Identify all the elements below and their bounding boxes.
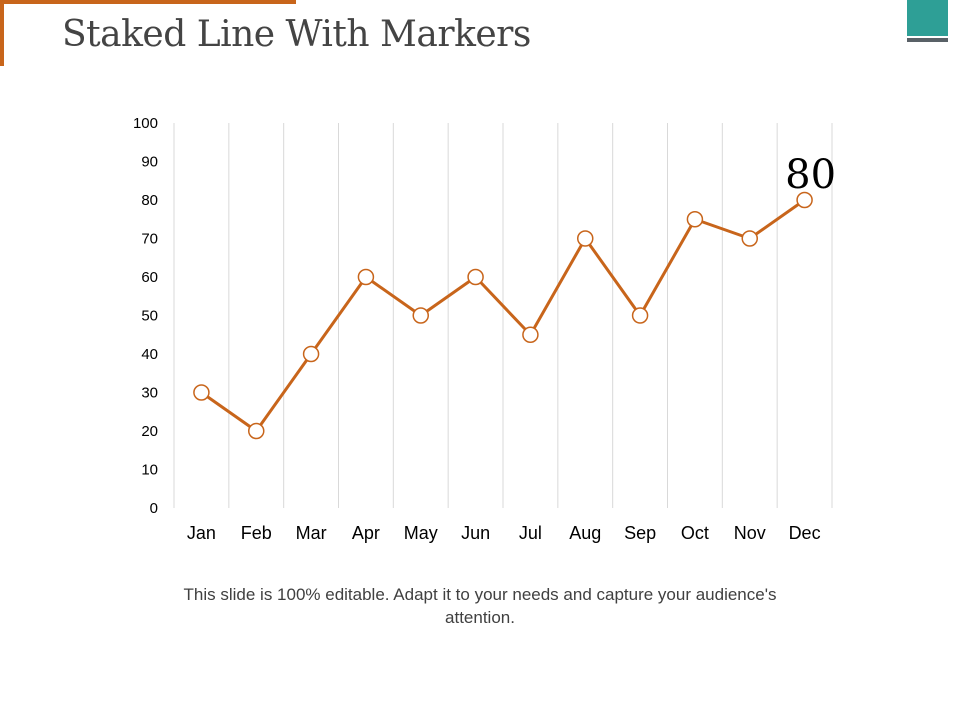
- y-tick-label: 20: [141, 423, 158, 440]
- y-tick-label: 50: [141, 308, 158, 325]
- data-point-marker: [467, 268, 484, 286]
- y-tick-label: 0: [150, 500, 158, 517]
- series-line: [200, 198, 806, 433]
- data-point-marker: [741, 230, 758, 247]
- corner-bar-decoration: [907, 38, 948, 42]
- data-point-marker: [248, 422, 265, 440]
- y-tick-label: 80: [141, 192, 158, 209]
- slide-title: Staked Line With Markers: [62, 14, 531, 55]
- data-point-marker: [357, 268, 375, 286]
- corner-square-decoration: [907, 0, 948, 36]
- y-tick-label: 10: [141, 462, 158, 479]
- y-tick-label: 70: [141, 231, 158, 248]
- x-category-label: Oct: [681, 523, 709, 543]
- slide-caption: This slide is 100% editable. Adapt it to…: [183, 585, 777, 627]
- data-point-marker: [412, 307, 429, 324]
- data-point-marker: [302, 345, 320, 363]
- x-category-label: Feb: [241, 523, 272, 543]
- data-point-marker: [577, 230, 594, 247]
- x-category-label: May: [404, 523, 438, 543]
- data-point-marker: [522, 326, 539, 343]
- x-category-label: Jun: [461, 523, 490, 543]
- data-point-marker: [631, 307, 649, 324]
- x-category-label: Jan: [187, 523, 216, 543]
- y-tick-label: 90: [141, 154, 158, 171]
- y-tick-label: 60: [141, 269, 158, 286]
- y-tick-label: 30: [141, 385, 158, 402]
- data-point-marker: [686, 211, 704, 228]
- x-category-label: Nov: [734, 523, 766, 543]
- x-category-label: Mar: [296, 523, 327, 543]
- x-category-label: Sep: [624, 523, 656, 543]
- y-tick-label: 100: [133, 115, 158, 132]
- accent-bar-top: [0, 0, 296, 4]
- x-category-label: Jul: [519, 523, 542, 543]
- x-category-label: Dec: [789, 523, 821, 543]
- data-point-marker: [796, 191, 813, 209]
- accent-bar-left: [0, 0, 4, 66]
- y-tick-label: 40: [141, 346, 158, 363]
- data-point-marker: [193, 384, 210, 401]
- x-category-label: Aug: [569, 523, 601, 543]
- x-category-label: Apr: [352, 523, 380, 543]
- data-label-annotation: 80: [785, 152, 836, 198]
